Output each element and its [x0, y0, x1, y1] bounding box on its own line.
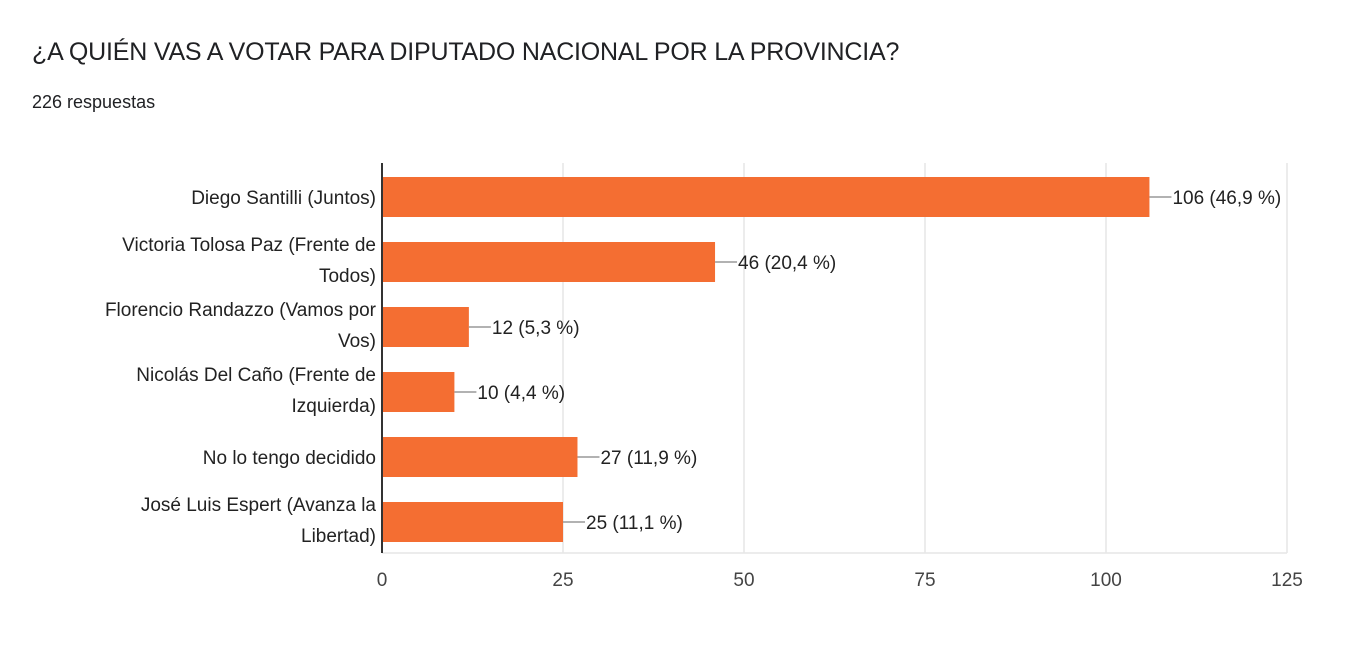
data-label: 12 (5,3 %) [492, 318, 580, 339]
bar [382, 437, 578, 477]
category-label: Todos) [319, 266, 376, 287]
chart-title: ¿A QUIÉN VAS A VOTAR PARA DIPUTADO NACIO… [32, 38, 900, 66]
category-label: Vos) [338, 331, 376, 352]
data-label: 25 (11,1 %) [586, 513, 683, 534]
x-tick-label: 75 [914, 570, 935, 591]
data-label: 27 (11,9 %) [600, 448, 697, 469]
data-label: 46 (20,4 %) [738, 253, 836, 274]
bar [382, 502, 563, 542]
category-label: No lo tengo decidido [203, 448, 376, 469]
data-label: 106 (46,9 %) [1172, 188, 1281, 209]
x-tick-label: 100 [1090, 570, 1122, 591]
x-tick-label: 125 [1271, 570, 1303, 591]
bar [382, 372, 455, 412]
category-label: José Luis Espert (Avanza la [141, 495, 377, 516]
response-count: 226 respuestas [32, 92, 156, 112]
bar [382, 242, 716, 282]
category-label: Florencio Randazzo (Vamos por [105, 300, 377, 321]
bar [382, 307, 469, 347]
category-label: Diego Santilli (Juntos) [191, 188, 376, 209]
bar [382, 177, 1150, 217]
x-tick-label: 50 [733, 570, 754, 591]
category-label: Izquierda) [292, 396, 377, 417]
x-tick-label: 25 [552, 570, 573, 591]
category-label: Libertad) [301, 526, 376, 547]
category-label: Victoria Tolosa Paz (Frente de [122, 235, 376, 256]
category-label: Nicolás Del Caño (Frente de [136, 365, 376, 386]
x-tick-label: 0 [377, 570, 388, 591]
data-label: 10 (4,4 %) [477, 383, 565, 404]
